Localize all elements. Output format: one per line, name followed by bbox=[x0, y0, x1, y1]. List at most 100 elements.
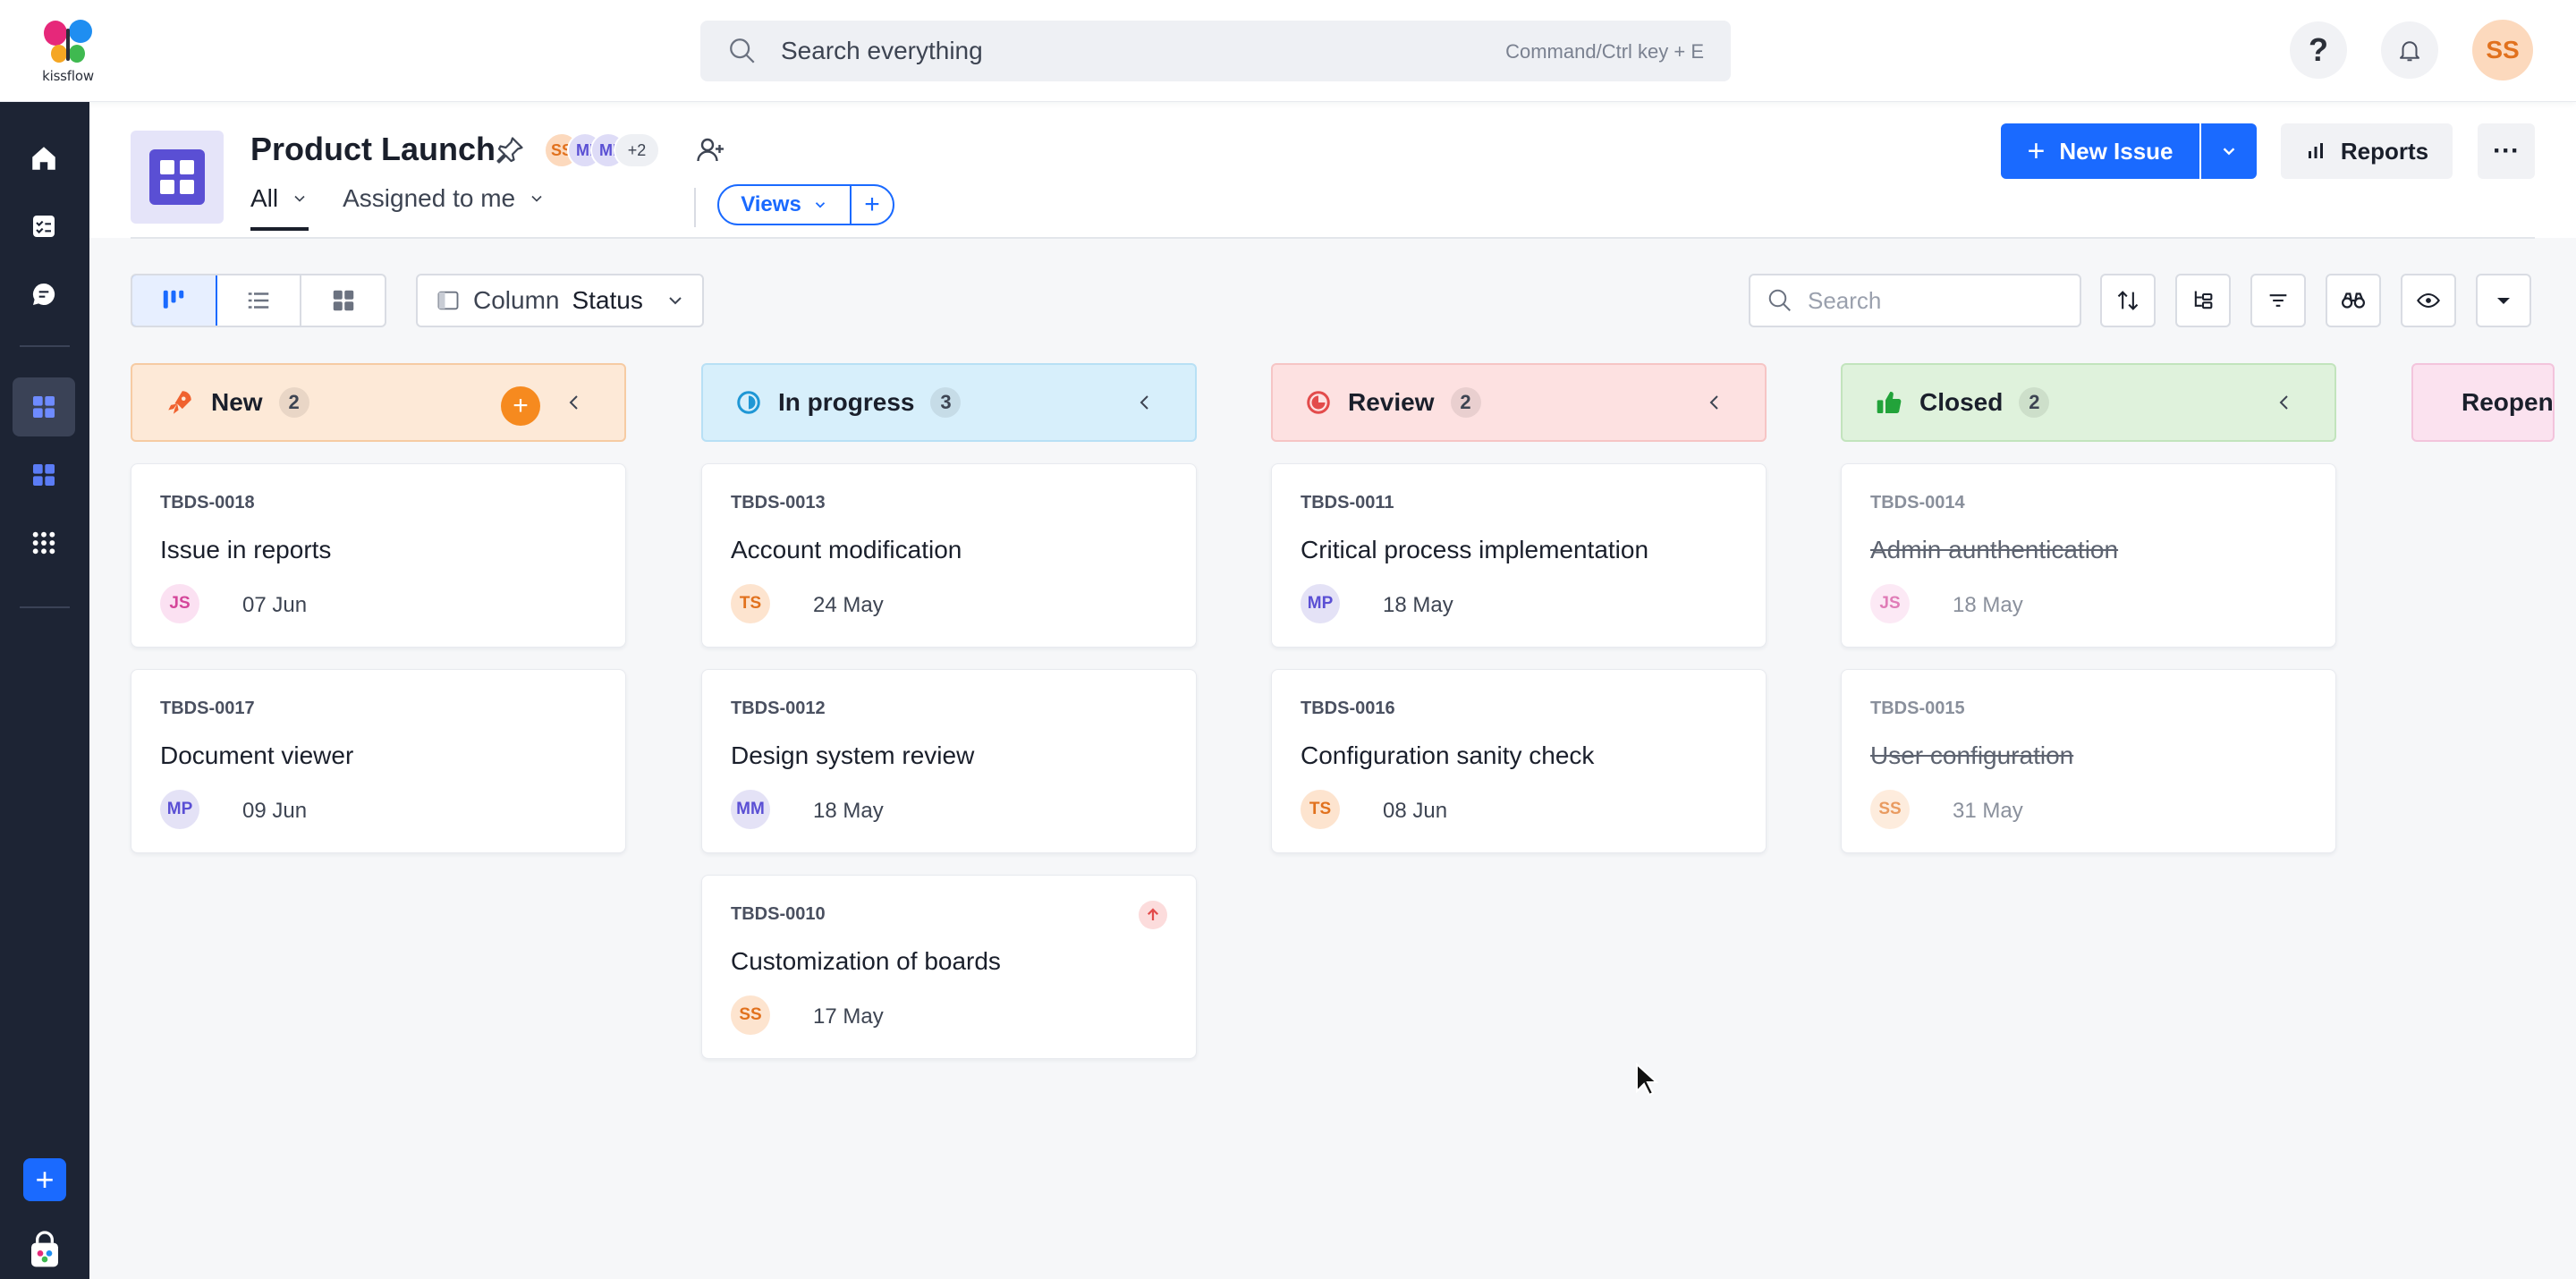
column-header-in-progress: In progress 3 bbox=[701, 363, 1197, 442]
issue-title: Admin aunthentication bbox=[1870, 536, 2119, 563]
column-name: Review bbox=[1348, 388, 1435, 416]
column-name: New bbox=[211, 388, 263, 416]
due-date: 18 May bbox=[1953, 593, 2023, 617]
issue-card[interactable]: TBDS-0013 Account modification TS 24 May bbox=[701, 463, 1197, 648]
add-card-button[interactable]: + bbox=[501, 386, 540, 426]
tasks-nav[interactable] bbox=[13, 197, 75, 256]
due-date: 31 May bbox=[1953, 799, 2023, 823]
plus-icon: + bbox=[2027, 133, 2046, 168]
kissflow-logo[interactable]: kissflow bbox=[39, 18, 97, 88]
chat-nav[interactable] bbox=[13, 265, 75, 324]
collapse-column-icon[interactable] bbox=[2274, 392, 2295, 413]
new-issue-dropdown[interactable] bbox=[2201, 123, 2257, 179]
assignee-avatar[interactable]: JS bbox=[160, 584, 199, 623]
plus-icon: + bbox=[35, 1161, 55, 1198]
thumbs-up-icon bbox=[1877, 392, 1902, 413]
column-label: Column bbox=[473, 286, 560, 314]
filter-button[interactable] bbox=[2250, 274, 2306, 327]
add-user-icon bbox=[697, 138, 724, 162]
issue-title: Configuration sanity check bbox=[1301, 741, 1595, 769]
collapse-column-icon[interactable] bbox=[564, 392, 585, 413]
tab-label: Assigned to me bbox=[343, 184, 516, 212]
global-search[interactable]: Search everything Command/Ctrl key + E bbox=[700, 21, 1731, 81]
visibility-button[interactable] bbox=[2401, 274, 2456, 327]
chevron-down-icon bbox=[531, 195, 542, 202]
issue-card[interactable]: TBDS-0017 Document viewer MP 09 Jun bbox=[131, 669, 626, 853]
issue-card[interactable]: TBDS-0012 Design system review MM 18 May bbox=[701, 669, 1197, 853]
board-grid-icon bbox=[33, 396, 55, 418]
apps-nav[interactable] bbox=[13, 513, 75, 572]
sort-icon bbox=[2117, 291, 2139, 310]
assignee-avatar[interactable]: MP bbox=[1301, 584, 1340, 623]
binoculars-button[interactable] bbox=[2326, 274, 2381, 327]
board-search-placeholder: Search bbox=[1808, 286, 1882, 314]
column-header-reopened: Reopened bbox=[2411, 363, 2555, 442]
due-date: 07 Jun bbox=[242, 593, 308, 617]
collapse-column-icon[interactable] bbox=[1134, 392, 1156, 413]
filter-tabs: All Assigned to me bbox=[250, 184, 580, 238]
dashboards-nav[interactable] bbox=[13, 445, 75, 504]
issue-card[interactable]: TBDS-0018 Issue in reports JS 07 Jun bbox=[131, 463, 626, 648]
sort-button[interactable] bbox=[2100, 274, 2156, 327]
column-count: 2 bbox=[1450, 387, 1481, 418]
project-members[interactable]: SS MI MI +2 bbox=[544, 131, 660, 170]
rocket-icon bbox=[168, 391, 191, 414]
more-tools-dropdown[interactable] bbox=[2476, 274, 2531, 327]
create-button[interactable]: + bbox=[23, 1158, 66, 1201]
issue-title: Account modification bbox=[731, 536, 962, 563]
issue-card[interactable]: TBDS-0015 User configuration SS 31 May bbox=[1841, 669, 2336, 853]
add-view-button[interactable]: + bbox=[850, 184, 894, 225]
assignee-avatar[interactable]: SS bbox=[731, 995, 770, 1035]
filter-icon bbox=[2269, 294, 2287, 307]
list-view-button[interactable] bbox=[217, 275, 302, 326]
views-dropdown[interactable]: Views bbox=[717, 184, 852, 225]
tabs-divider bbox=[694, 188, 696, 227]
collapse-column-icon[interactable] bbox=[1704, 392, 1725, 413]
grid-view-button[interactable] bbox=[301, 275, 385, 326]
marketplace-button[interactable] bbox=[27, 1231, 63, 1270]
chevron-down-icon bbox=[815, 202, 825, 208]
issue-id: TBDS-0018 bbox=[160, 493, 255, 512]
board-search-input[interactable]: Search bbox=[1749, 274, 2081, 327]
tab-assigned-to-me[interactable]: Assigned to me bbox=[343, 184, 546, 227]
logo-text: kissflow bbox=[42, 68, 94, 84]
issue-card[interactable]: TBDS-0011 Critical process implementatio… bbox=[1271, 463, 1767, 648]
assignee-avatar[interactable]: SS bbox=[1870, 790, 1910, 829]
assignee-avatar[interactable]: TS bbox=[1301, 790, 1340, 829]
assignee-avatar[interactable]: JS bbox=[1870, 584, 1910, 623]
issue-title: Customization of boards bbox=[731, 947, 1001, 975]
issue-title: Issue in reports bbox=[160, 536, 332, 563]
hierarchy-button[interactable] bbox=[2175, 274, 2231, 327]
user-avatar[interactable]: SS bbox=[2472, 20, 2533, 80]
issue-card[interactable]: TBDS-0014 Admin aunthentication JS 18 Ma… bbox=[1841, 463, 2336, 648]
more-options-button[interactable]: ··· bbox=[2478, 123, 2535, 179]
search-shortcut-hint: Command/Ctrl key + E bbox=[1505, 40, 1704, 63]
hierarchy-icon bbox=[2194, 291, 2213, 309]
columns-icon bbox=[437, 291, 459, 310]
issue-card[interactable]: TBDS-0016 Configuration sanity check TS … bbox=[1271, 669, 1767, 853]
due-date: 18 May bbox=[813, 799, 884, 823]
home-nav[interactable] bbox=[13, 129, 75, 188]
issue-card[interactable]: TBDS-0010 Customization of boards SS 17 … bbox=[701, 875, 1197, 1059]
add-member-button[interactable] bbox=[694, 134, 726, 171]
review-icon bbox=[1307, 391, 1330, 414]
kanban-view-button[interactable] bbox=[132, 275, 217, 326]
boards-nav[interactable] bbox=[13, 377, 75, 436]
reports-button[interactable]: Reports bbox=[2281, 123, 2453, 179]
help-button[interactable]: ? bbox=[2290, 21, 2347, 79]
column-name: In progress bbox=[778, 388, 915, 416]
bar-chart-icon bbox=[2308, 143, 2323, 158]
sidebar: + bbox=[0, 102, 89, 1279]
sidebar-divider bbox=[20, 345, 70, 347]
assignee-avatar[interactable]: MM bbox=[731, 790, 770, 829]
pin-button[interactable] bbox=[494, 134, 526, 171]
due-date: 18 May bbox=[1383, 593, 1453, 617]
column-grouping-select[interactable]: Column Status bbox=[416, 274, 704, 327]
view-switcher bbox=[131, 274, 386, 327]
new-issue-button[interactable]: + New Issue bbox=[2001, 123, 2199, 179]
more-members-badge[interactable]: +2 bbox=[614, 132, 660, 168]
assignee-avatar[interactable]: TS bbox=[731, 584, 770, 623]
notifications-button[interactable] bbox=[2381, 21, 2438, 79]
tab-all[interactable]: All bbox=[250, 184, 309, 231]
assignee-avatar[interactable]: MP bbox=[160, 790, 199, 829]
